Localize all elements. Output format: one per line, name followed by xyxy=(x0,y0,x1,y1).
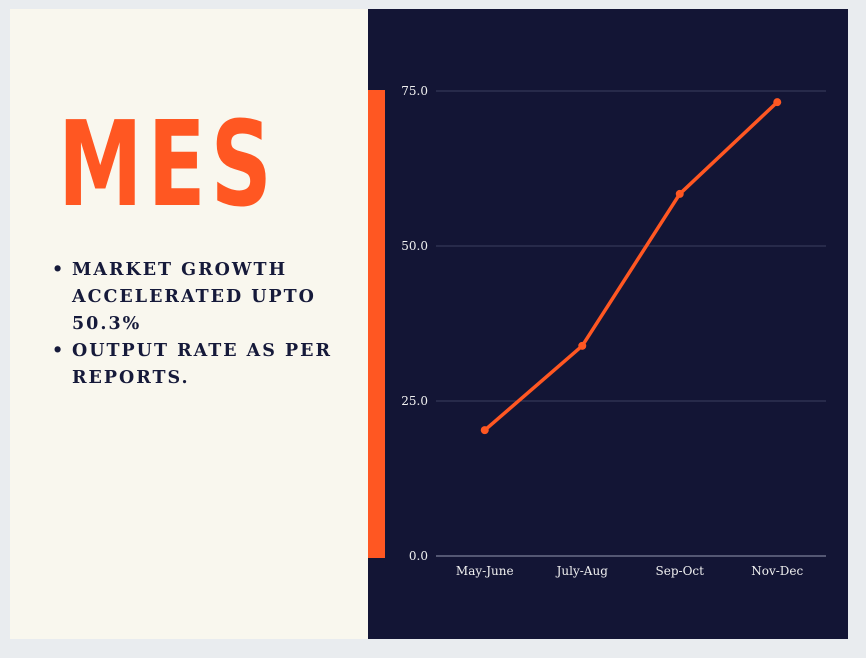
slide: MES • MARKET GROWTH ACCELERATED UPTO 50.3… xyxy=(10,9,848,639)
data-point xyxy=(675,189,684,198)
slide-title: MES xyxy=(58,95,277,233)
y-tick-label: 50.0 xyxy=(401,239,428,253)
series-line xyxy=(483,100,779,432)
bullet-text: OUTPUT RATE AS PER REPORTS. xyxy=(72,341,333,388)
bullet-dot: • xyxy=(52,341,66,361)
data-point xyxy=(773,98,782,107)
bullet-item: • MARKET GROWTH ACCELERATED UPTO 50.3% xyxy=(52,257,352,338)
y-tick-label: 0.0 xyxy=(409,549,428,563)
chart-panel xyxy=(368,9,848,639)
bullet-dot: • xyxy=(52,260,66,280)
x-tick-label: July-Aug xyxy=(555,564,609,578)
x-tick-label: Nov-Dec xyxy=(751,564,803,578)
data-point xyxy=(578,341,587,350)
y-tick-label: 75.0 xyxy=(401,84,428,98)
accent-bar xyxy=(368,90,385,558)
data-point xyxy=(480,426,489,435)
x-tick-label: Sep-Oct xyxy=(656,564,705,578)
left-panel: MES • MARKET GROWTH ACCELERATED UPTO 50.3… xyxy=(10,9,368,639)
x-tick-label: May-June xyxy=(456,564,514,578)
bullet-list: • MARKET GROWTH ACCELERATED UPTO 50.3% • O… xyxy=(52,257,352,392)
line-chart: 0.0 25.0 50.0 75.0 May-June July-Aug Sep-Oct No… xyxy=(401,84,826,578)
bullet-text: MARKET GROWTH ACCELERATED UPTO 50.3% xyxy=(72,260,316,334)
y-tick-label: 25.0 xyxy=(401,394,428,408)
bullet-item: • OUTPUT RATE AS PER REPORTS. xyxy=(52,338,352,392)
